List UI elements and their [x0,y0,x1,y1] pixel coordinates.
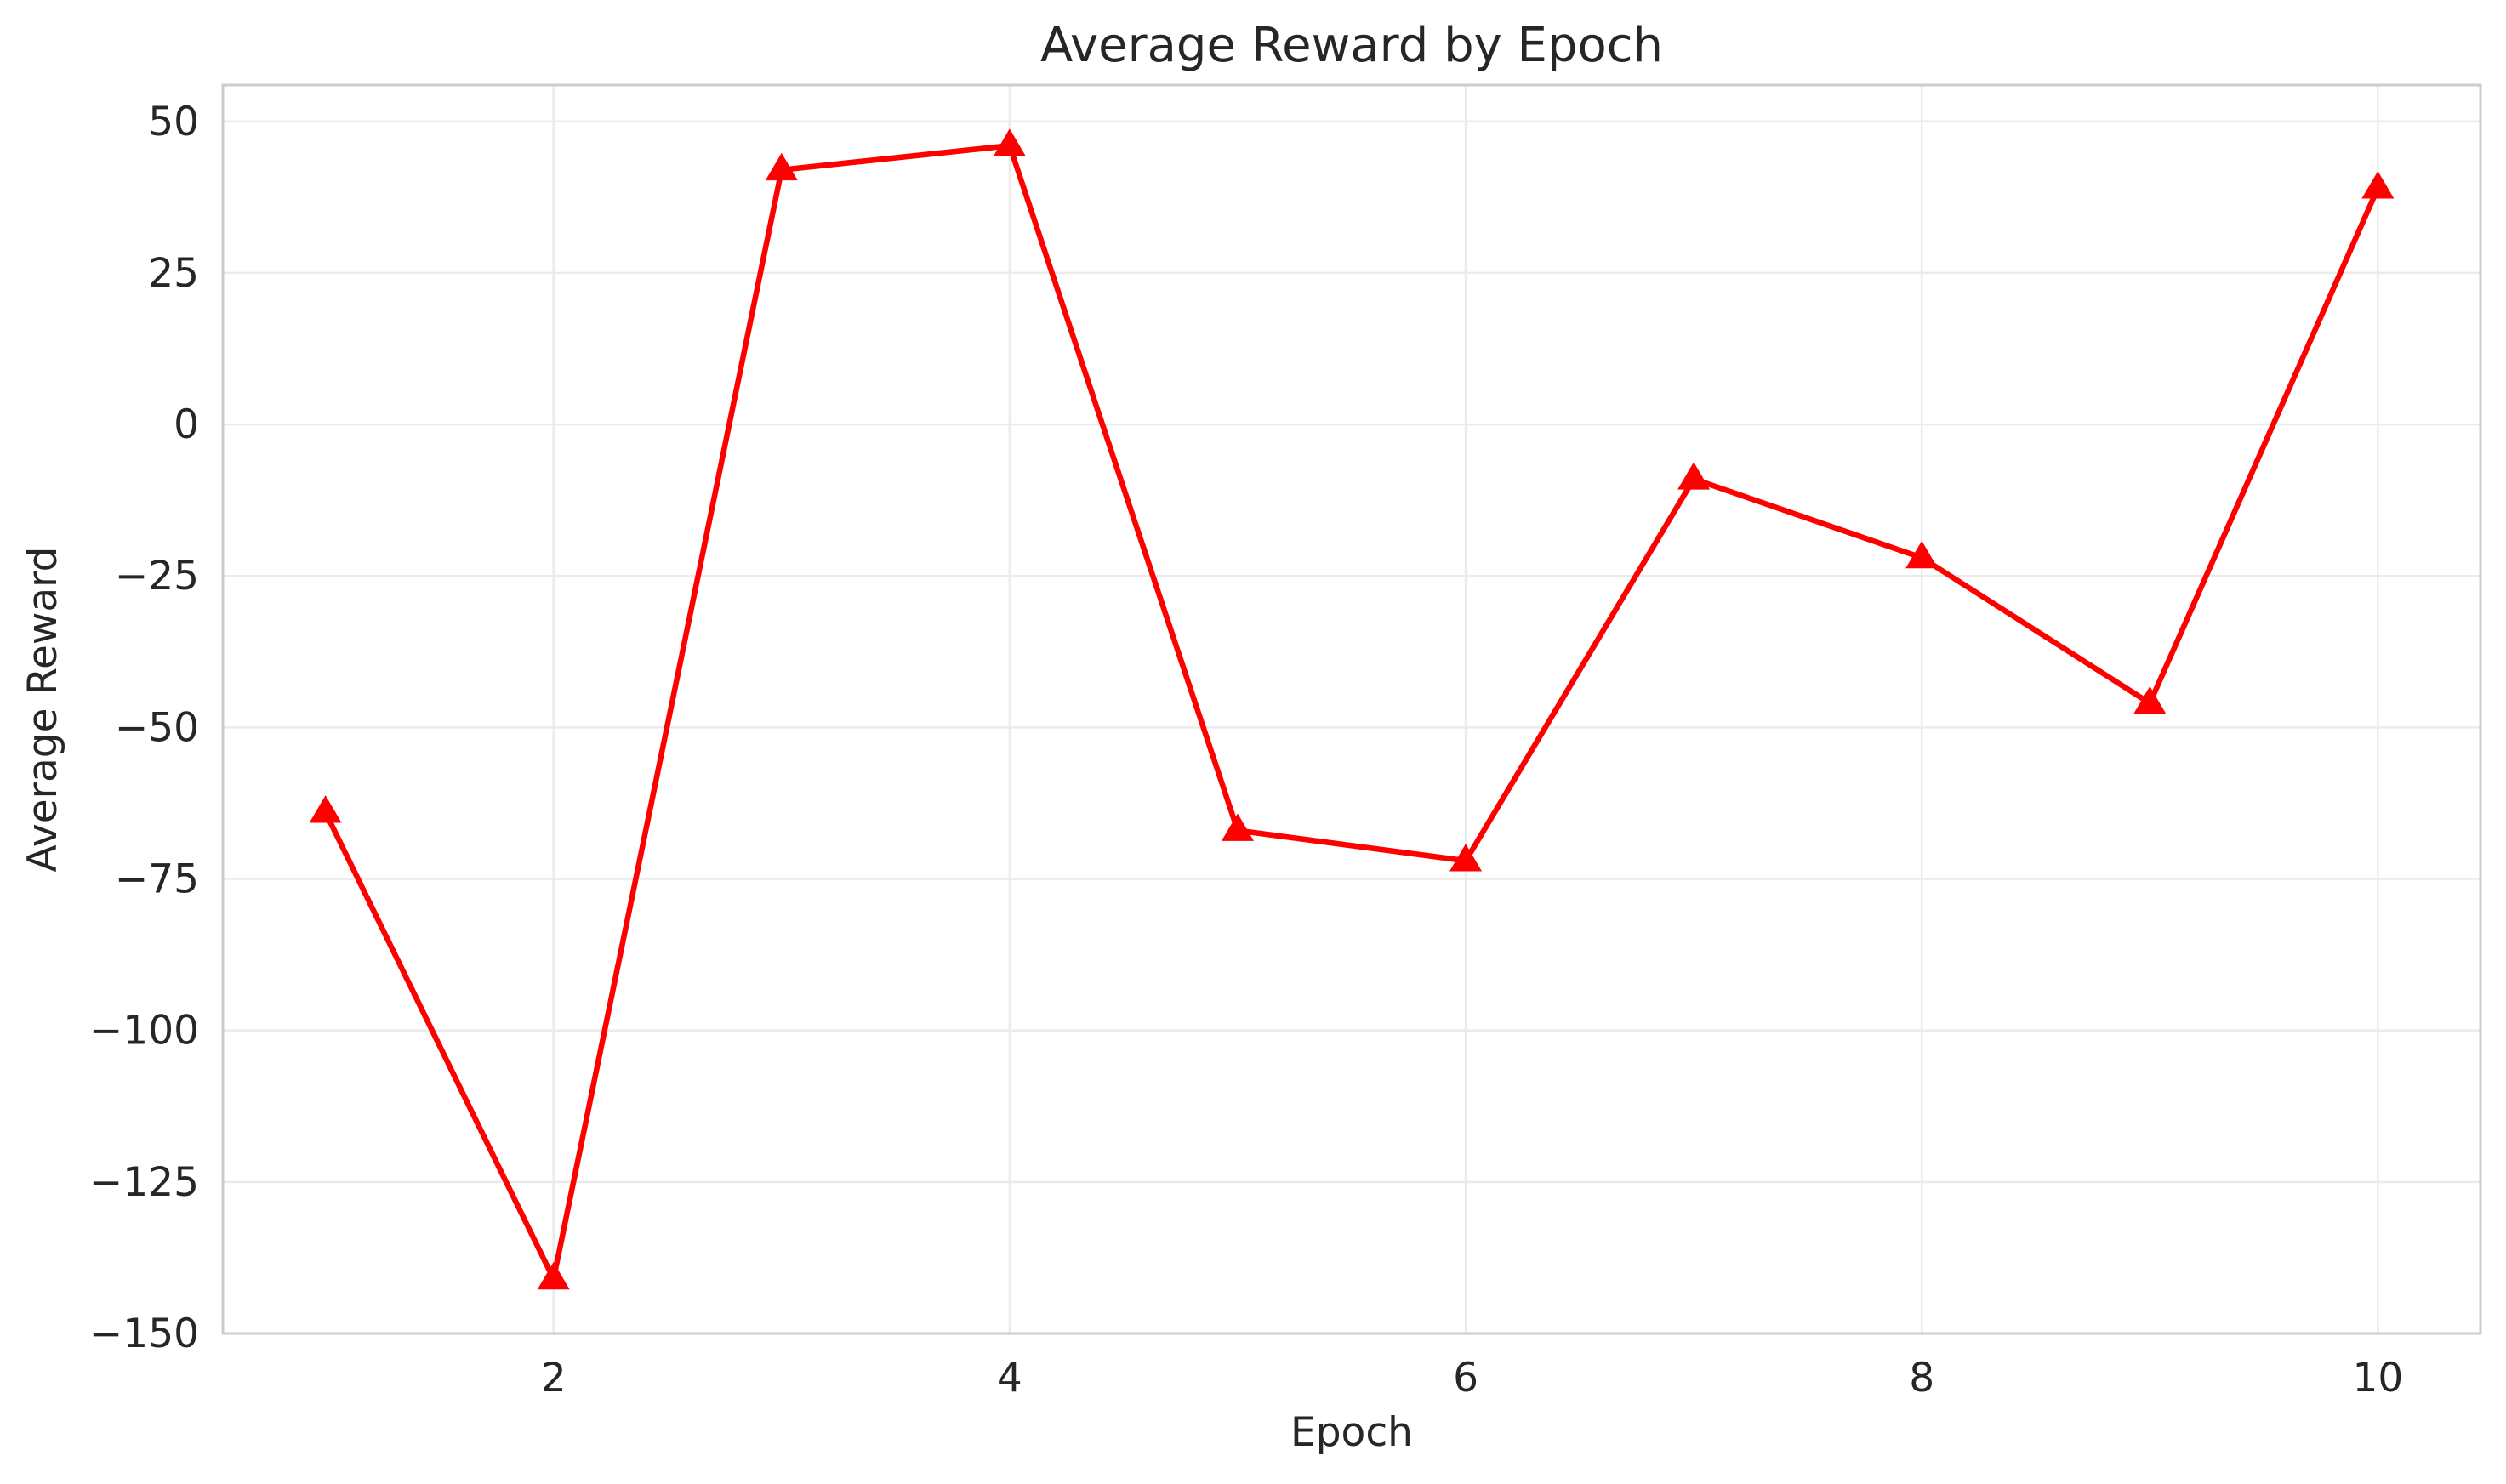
tick-labels: 50 25 0 −25 −50 −75 −100 −125 −150 2 4 6 8 10 [89,99,2403,1402]
series-line [322,143,2381,1282]
data-point-marker [1677,462,1711,490]
x-tick-label: 2 [541,1355,567,1402]
data-point-marker [309,795,342,823]
y-tick-label: −100 [89,1008,199,1055]
data-point-marker [2361,171,2395,199]
y-axis-label: Average Reward [20,547,66,873]
y-tick-label: −150 [89,1311,199,1357]
data-point-marker [537,1261,570,1290]
y-tick-label: −25 [115,553,199,600]
x-tick-label: 4 [997,1355,1022,1402]
plot-frame [221,83,2482,1335]
data-point-marker [2133,685,2167,714]
x-axis-label: Epoch [1290,1409,1413,1456]
x-tick-label: 6 [1453,1355,1478,1402]
data-point-marker [1905,540,1939,569]
data-point-marker [765,152,798,181]
y-tick-label: −75 [115,856,199,903]
y-tick-label: −50 [115,704,199,751]
data-point-marker [993,128,1026,156]
x-tick-label: 8 [1909,1355,1934,1402]
grid [223,85,2480,1335]
x-tick-label: 10 [2352,1355,2403,1402]
y-tick-label: 0 [174,401,199,448]
data-point-marker [1449,844,1483,872]
y-tick-label: 25 [148,250,199,297]
series-layer [309,128,2395,1290]
y-tick-label: −125 [89,1159,199,1206]
y-tick-label: 50 [148,99,199,145]
chart-title: Average Reward by Epoch [1040,18,1663,73]
data-point-marker [1221,813,1254,841]
